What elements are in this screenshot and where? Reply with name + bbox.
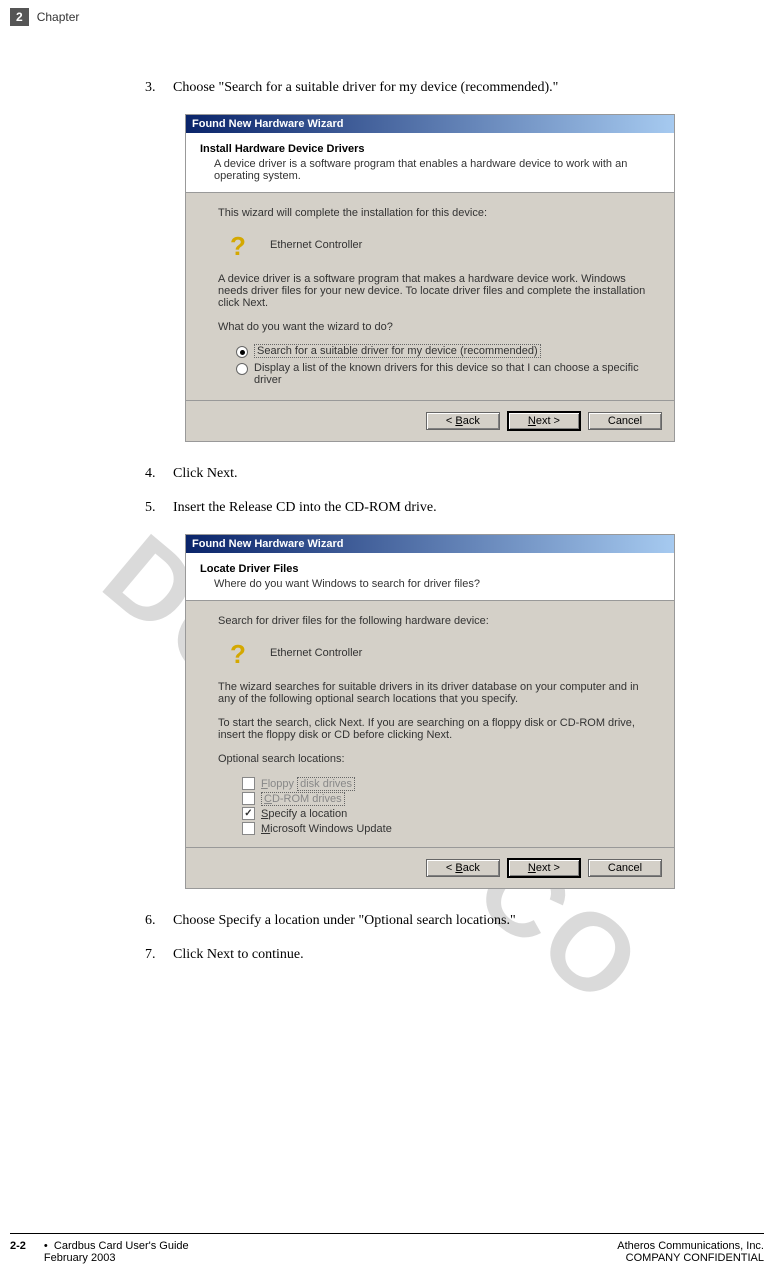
- checkbox-icon: [242, 822, 255, 835]
- cancel-button[interactable]: Cancel: [588, 859, 662, 877]
- dialog-subheading: Where do you want Windows to search for …: [200, 578, 660, 590]
- question-mark-icon: ?: [230, 231, 258, 259]
- next-button[interactable]: Next >: [507, 411, 581, 431]
- chapter-label: Chapter: [37, 10, 80, 24]
- step-5: 5. Insert the Release CD into the CD-ROM…: [145, 500, 725, 516]
- step-number: 7.: [145, 947, 173, 963]
- wizard-dialog-locate-files: Found New Hardware Wizard Locate Driver …: [185, 534, 675, 889]
- device-row: ? Ethernet Controller: [230, 639, 654, 667]
- checkbox-icon: [242, 777, 255, 790]
- dialog-body: This wizard will complete the installati…: [186, 193, 674, 400]
- question-mark-icon: ?: [230, 639, 258, 667]
- dialog-heading: Locate Driver Files: [200, 563, 660, 575]
- footer-company: Atheros Communications, Inc.: [617, 1240, 764, 1252]
- checkbox-specify-location[interactable]: ✓ Specify a location: [242, 807, 654, 820]
- checkbox-icon: [242, 792, 255, 805]
- device-name: Ethernet Controller: [270, 239, 362, 251]
- device-name: Ethernet Controller: [270, 647, 362, 659]
- step-text: Choose "Search for a suitable driver for…: [173, 80, 725, 96]
- chapter-number-badge: 2: [10, 8, 29, 26]
- dialog-titlebar: Found New Hardware Wizard: [186, 535, 674, 553]
- footer-bullet: •: [44, 1240, 48, 1252]
- step-text: Insert the Release CD into the CD-ROM dr…: [173, 500, 725, 516]
- dialog-titlebar: Found New Hardware Wizard: [186, 115, 674, 133]
- checkbox-label: Microsoft Windows Update: [261, 823, 392, 835]
- cancel-button[interactable]: Cancel: [588, 412, 662, 430]
- dialog-description: A device driver is a software program th…: [218, 273, 654, 309]
- page-content: 3. Choose "Search for a suitable driver …: [145, 80, 725, 981]
- footer-confidential: COMPANY CONFIDENTIAL: [617, 1252, 764, 1264]
- checkbox-floppy[interactable]: Floppy disk drives: [242, 777, 654, 790]
- checkbox-cdrom[interactable]: CD-ROM drives: [242, 792, 654, 805]
- dialog-question: What do you want the wizard to do?: [218, 321, 654, 333]
- footer-left: 2-2 • Cardbus Card User's Guide February…: [10, 1240, 189, 1264]
- dialog-heading: Install Hardware Device Drivers: [200, 143, 660, 155]
- page-footer: 2-2 • Cardbus Card User's Guide February…: [10, 1233, 764, 1264]
- step-7: 7. Click Next to continue.: [145, 947, 725, 963]
- step-number: 3.: [145, 80, 173, 96]
- dialog-header: Install Hardware Device Drivers A device…: [186, 133, 674, 193]
- radio-label: Search for a suitable driver for my devi…: [254, 344, 541, 358]
- dialog-intro: Search for driver files for the followin…: [218, 615, 654, 627]
- dialog-header: Locate Driver Files Where do you want Wi…: [186, 553, 674, 601]
- dialog-footer: < Back Next > Cancel: [186, 400, 674, 441]
- chapter-header: 2 Chapter: [10, 8, 79, 26]
- radio-icon: [236, 346, 248, 358]
- device-row: ? Ethernet Controller: [230, 231, 654, 259]
- back-button[interactable]: < Back: [426, 412, 500, 430]
- back-button[interactable]: < Back: [426, 859, 500, 877]
- checkbox-label: CD-ROM drives: [261, 793, 345, 805]
- step-text: Choose Specify a location under "Optiona…: [173, 913, 725, 929]
- dialog-intro: This wizard will complete the installati…: [218, 207, 654, 219]
- next-button[interactable]: Next >: [507, 858, 581, 878]
- step-4: 4. Click Next.: [145, 466, 725, 482]
- dialog-subheading: A device driver is a software program th…: [200, 158, 660, 182]
- step-3: 3. Choose "Search for a suitable driver …: [145, 80, 725, 96]
- dialog-description-1: The wizard searches for suitable drivers…: [218, 681, 654, 705]
- wizard-dialog-install-drivers: Found New Hardware Wizard Install Hardwa…: [185, 114, 675, 442]
- step-number: 4.: [145, 466, 173, 482]
- footer-right: Atheros Communications, Inc. COMPANY CON…: [617, 1240, 764, 1264]
- step-6: 6. Choose Specify a location under "Opti…: [145, 913, 725, 929]
- step-number: 5.: [145, 500, 173, 516]
- step-text: Click Next.: [173, 466, 725, 482]
- dialog-footer: < Back Next > Cancel: [186, 847, 674, 888]
- dialog-description-2: To start the search, click Next. If you …: [218, 717, 654, 741]
- footer-date: February 2003: [44, 1252, 189, 1264]
- page-number: 2-2: [10, 1240, 26, 1264]
- optional-locations-label: Optional search locations:: [218, 753, 654, 765]
- radio-icon: [236, 363, 248, 375]
- step-text: Click Next to continue.: [173, 947, 725, 963]
- footer-guide-title: Cardbus Card User's Guide: [54, 1240, 189, 1252]
- radio-display-list[interactable]: Display a list of the known drivers for …: [236, 362, 654, 386]
- dialog-body: Search for driver files for the followin…: [186, 601, 674, 847]
- checkbox-label: Floppy disk drives: [261, 778, 355, 790]
- checkbox-label: Specify a location: [261, 808, 347, 820]
- checkbox-icon: ✓: [242, 807, 255, 820]
- radio-search-driver[interactable]: Search for a suitable driver for my devi…: [236, 345, 654, 358]
- radio-label: Display a list of the known drivers for …: [254, 362, 654, 386]
- checkbox-windows-update[interactable]: Microsoft Windows Update: [242, 822, 654, 835]
- step-number: 6.: [145, 913, 173, 929]
